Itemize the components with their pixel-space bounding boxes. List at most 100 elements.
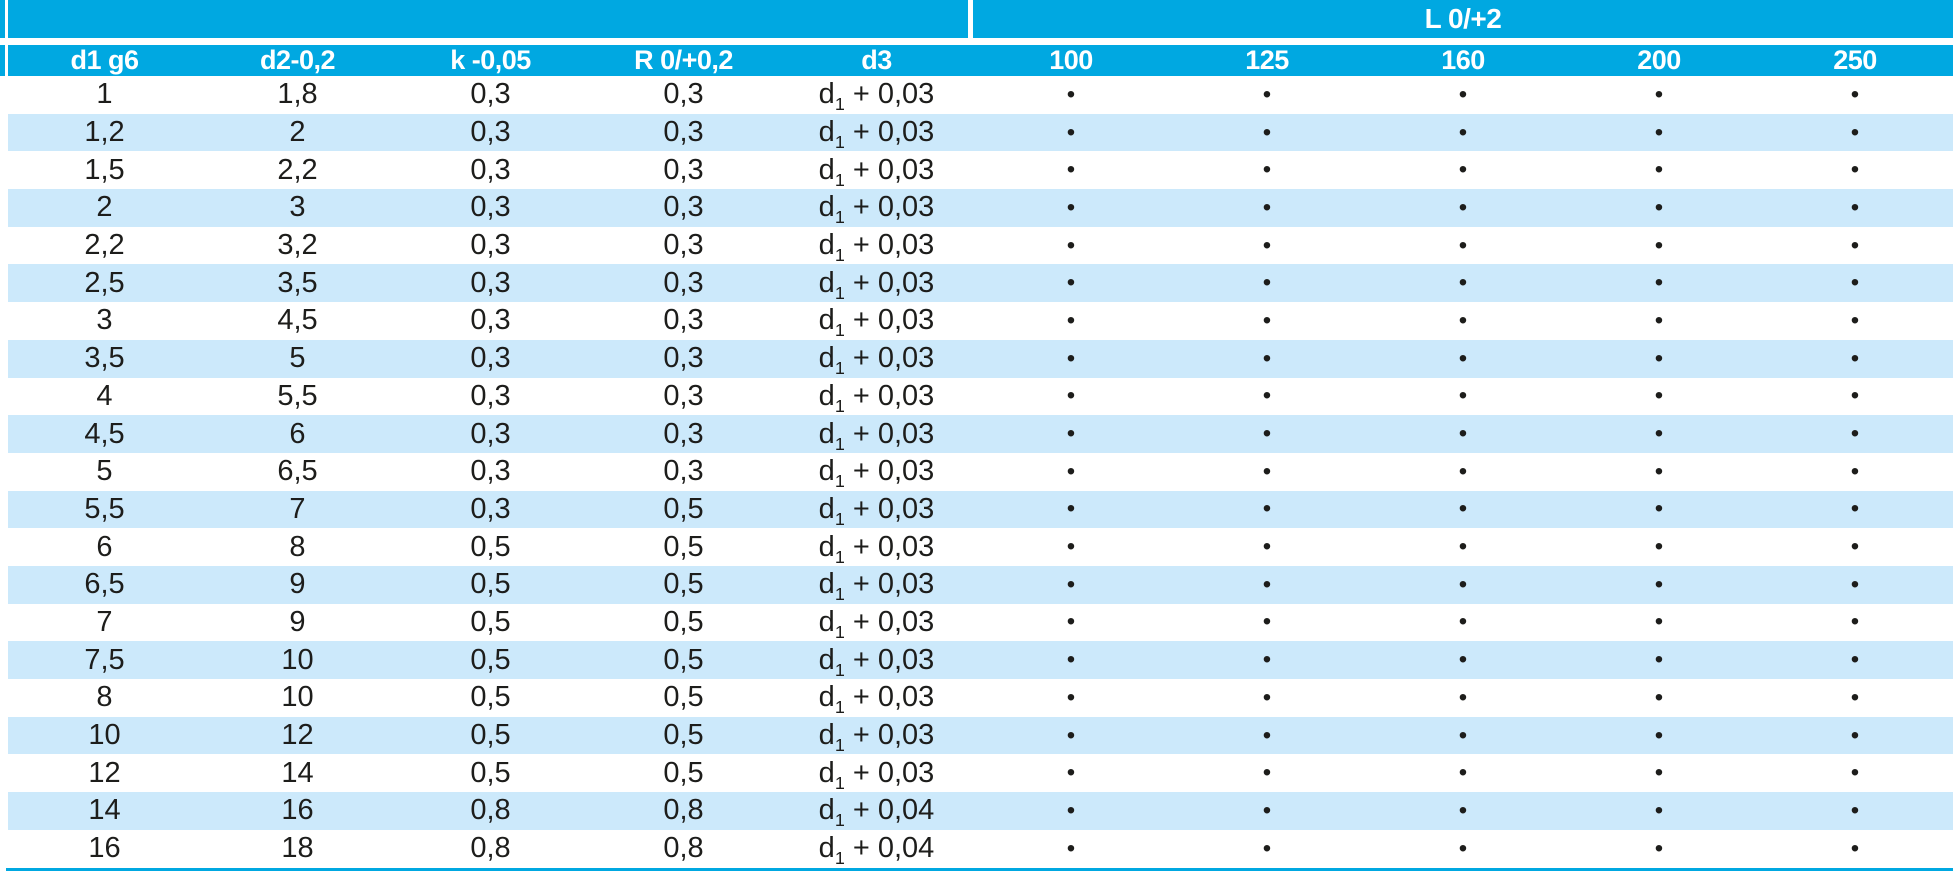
cell-d3: d1 + 0,03 — [780, 603, 973, 642]
header-cell-l100: 100 — [973, 45, 1169, 76]
cell-d1: 5 — [8, 452, 201, 491]
cell-l-125: • — [1169, 415, 1365, 453]
cell-l-200: • — [1561, 302, 1757, 340]
cell-l-160: • — [1365, 339, 1561, 378]
cell-l-160: • — [1365, 189, 1561, 227]
cell-k: 0,3 — [394, 76, 587, 114]
cell-d1: 4 — [8, 377, 201, 416]
cell-d1: 16 — [8, 829, 201, 868]
cell-l-125: • — [1169, 603, 1365, 642]
header-cell-l200: 200 — [1561, 45, 1757, 76]
cell-d2: 10 — [201, 679, 394, 717]
cell-l-125: • — [1169, 641, 1365, 679]
left-edge-strip-top — [0, 0, 5, 38]
cell-l-100: • — [973, 792, 1169, 830]
cell-k: 0,3 — [394, 113, 587, 152]
cell-k: 0,3 — [394, 151, 587, 190]
header-blank-cell — [8, 0, 973, 38]
cell-k: 0,5 — [394, 565, 587, 604]
cell-r: 0,5 — [587, 565, 780, 604]
cell-r: 0,3 — [587, 151, 780, 190]
cell-l-250: • — [1757, 226, 1953, 265]
cell-k: 0,3 — [394, 226, 587, 265]
cell-l-250: • — [1757, 754, 1953, 793]
cell-d2: 9 — [201, 603, 394, 642]
table-body: 1 1,8 0,3 0,3 d1 + 0,03 • • • • • 1,2 2 0,3 0,3 d1 + 0… — [8, 76, 1953, 868]
cell-d3: d1 + 0,03 — [780, 377, 973, 416]
header-gap-row — [8, 38, 1953, 45]
cell-k: 0,5 — [394, 641, 587, 679]
cell-r: 0,5 — [587, 754, 780, 793]
cell-l-250: • — [1757, 377, 1953, 416]
cell-l-250: • — [1757, 528, 1953, 566]
table-row: 3,5 5 0,3 0,3 d1 + 0,03 • • • • • — [8, 339, 1953, 378]
cell-d3: d1 + 0,03 — [780, 339, 973, 378]
cell-d2: 10 — [201, 641, 394, 679]
cell-l-125: • — [1169, 528, 1365, 566]
table-row: 2,5 3,5 0,3 0,3 d1 + 0,03 • • • • • — [8, 264, 1953, 303]
header-cell-l160: 160 — [1365, 45, 1561, 76]
cell-r: 0,5 — [587, 679, 780, 717]
cell-l-100: • — [973, 829, 1169, 868]
cell-l-200: • — [1561, 189, 1757, 227]
cell-d3: d1 + 0,03 — [780, 565, 973, 604]
cell-d1: 6 — [8, 528, 201, 566]
cell-l-200: • — [1561, 754, 1757, 793]
cell-k: 0,3 — [394, 377, 587, 416]
cell-l-100: • — [973, 76, 1169, 114]
cell-l-250: • — [1757, 452, 1953, 491]
cell-l-250: • — [1757, 829, 1953, 868]
cell-l-125: • — [1169, 792, 1365, 830]
cell-l-200: • — [1561, 377, 1757, 416]
cell-l-125: • — [1169, 339, 1365, 378]
cell-l-160: • — [1365, 792, 1561, 830]
cell-r: 0,5 — [587, 490, 780, 529]
cell-l-125: • — [1169, 754, 1365, 793]
cell-d1: 2,5 — [8, 264, 201, 303]
left-edge-strip-bottom — [0, 45, 5, 76]
cell-l-200: • — [1561, 679, 1757, 717]
cell-d1: 1 — [8, 76, 201, 114]
cell-l-160: • — [1365, 716, 1561, 755]
cell-l-100: • — [973, 264, 1169, 303]
cell-r: 0,3 — [587, 452, 780, 491]
cell-l-160: • — [1365, 226, 1561, 265]
cell-l-160: • — [1365, 829, 1561, 868]
cell-l-200: • — [1561, 452, 1757, 491]
cell-d1: 6,5 — [8, 565, 201, 604]
cell-l-160: • — [1365, 603, 1561, 642]
cell-d3: d1 + 0,03 — [780, 679, 973, 717]
cell-r: 0,3 — [587, 377, 780, 416]
cell-r: 0,3 — [587, 226, 780, 265]
cell-l-125: • — [1169, 189, 1365, 227]
cell-d2: 8 — [201, 528, 394, 566]
cell-d3: d1 + 0,03 — [780, 226, 973, 265]
table-bottom-rule — [6, 868, 1953, 871]
cell-l-125: • — [1169, 264, 1365, 303]
cell-l-200: • — [1561, 565, 1757, 604]
cell-l-200: • — [1561, 528, 1757, 566]
table-header: L 0/+2 d1 g6 d2-0,2 k -0,05 R 0/+0,2 d3 … — [8, 0, 1953, 76]
cell-d2: 1,8 — [201, 76, 394, 114]
cell-l-125: • — [1169, 76, 1365, 114]
header-cell-k: k -0,05 — [394, 45, 587, 76]
table-row: 6 8 0,5 0,5 d1 + 0,03 • • • • • — [8, 528, 1953, 566]
cell-r: 0,3 — [587, 113, 780, 152]
cell-l-250: • — [1757, 415, 1953, 453]
cell-r: 0,5 — [587, 603, 780, 642]
cell-l-250: • — [1757, 76, 1953, 114]
cell-l-100: • — [973, 302, 1169, 340]
table-row: 4 5,5 0,3 0,3 d1 + 0,03 • • • • • — [8, 377, 1953, 416]
cell-d3: d1 + 0,03 — [780, 528, 973, 566]
cell-l-125: • — [1169, 565, 1365, 604]
cell-l-160: • — [1365, 490, 1561, 529]
header-cell-d2: d2-0,2 — [201, 45, 394, 76]
cell-d1: 1,5 — [8, 151, 201, 190]
table-row: 10 12 0,5 0,5 d1 + 0,03 • • • • • — [8, 716, 1953, 755]
cell-d2: 3,2 — [201, 226, 394, 265]
cell-l-100: • — [973, 565, 1169, 604]
cell-d3: d1 + 0,03 — [780, 76, 973, 114]
cell-d1: 2,2 — [8, 226, 201, 265]
cell-d2: 12 — [201, 716, 394, 755]
